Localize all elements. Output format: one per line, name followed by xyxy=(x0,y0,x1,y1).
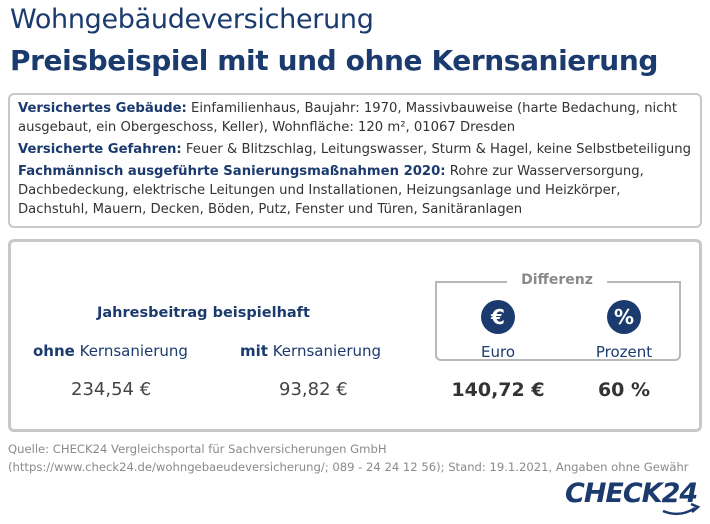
difference-frame-top-right xyxy=(607,281,681,283)
insured-details-box: Versichertes Gebäude: Einfamilienhaus, B… xyxy=(8,93,702,228)
measures-text: Rohre zur Wasserversorgung, Dachbedeckun… xyxy=(18,164,644,217)
without-renovation-label: ohne Kernsanierung xyxy=(33,342,188,360)
logo-swoosh-icon xyxy=(662,502,701,516)
percent-label: Prozent xyxy=(595,343,653,361)
building-info: Versichertes Gebäude: Einfamilienhaus, B… xyxy=(18,99,692,137)
page-title: Wohngebäudeversicherung xyxy=(10,4,374,35)
with-renovation-label: mit Kernsanierung xyxy=(240,342,381,360)
difference-frame-top-left xyxy=(435,281,507,283)
building-text: Einfamilienhaus, Baujahr: 1970, Massivba… xyxy=(18,101,677,135)
percent-icon: % xyxy=(607,300,641,334)
with-renovation-value: 93,82 € xyxy=(279,379,348,400)
with-bold: mit xyxy=(240,342,268,360)
percent-difference-value: 60 % xyxy=(597,379,651,401)
check24-logo: CHECK24 xyxy=(565,478,705,518)
risks-text: Feuer & Blitzschlag, Leitungswasser, Stu… xyxy=(185,142,691,157)
without-bold: ohne xyxy=(33,342,75,360)
difference-title: Differenz xyxy=(521,272,593,288)
annual-premium-heading: Jahresbeitrag beispielhaft xyxy=(97,305,310,321)
euro-difference-value: 140,72 € xyxy=(451,379,545,401)
without-rest: Kernsanierung xyxy=(74,342,188,360)
euro-icon: € xyxy=(481,300,515,334)
price-comparison-box: Jahresbeitrag beispielhaft ohne Kernsani… xyxy=(8,239,702,432)
euro-label: Euro xyxy=(481,343,515,361)
without-renovation-value: 234,54 € xyxy=(71,379,152,400)
page-subtitle: Preisbeispiel mit und ohne Kernsanierung xyxy=(10,44,659,77)
risks-info: Versicherte Gefahren: Feuer & Blitzschla… xyxy=(18,140,692,159)
risks-label: Versicherte Gefahren: xyxy=(18,142,182,157)
difference-frame xyxy=(435,281,681,361)
source-note: Quelle: CHECK24 Vergleichsportal für Sac… xyxy=(8,442,689,474)
measures-label: Fachmännisch ausgeführte Sanierungsmaßna… xyxy=(18,164,446,179)
with-rest: Kernsanierung xyxy=(267,342,382,360)
logo-text: CHECK24 xyxy=(565,478,698,509)
measures-info: Fachmännisch ausgeführte Sanierungsmaßna… xyxy=(18,162,692,219)
building-label: Versichertes Gebäude: xyxy=(18,101,187,116)
